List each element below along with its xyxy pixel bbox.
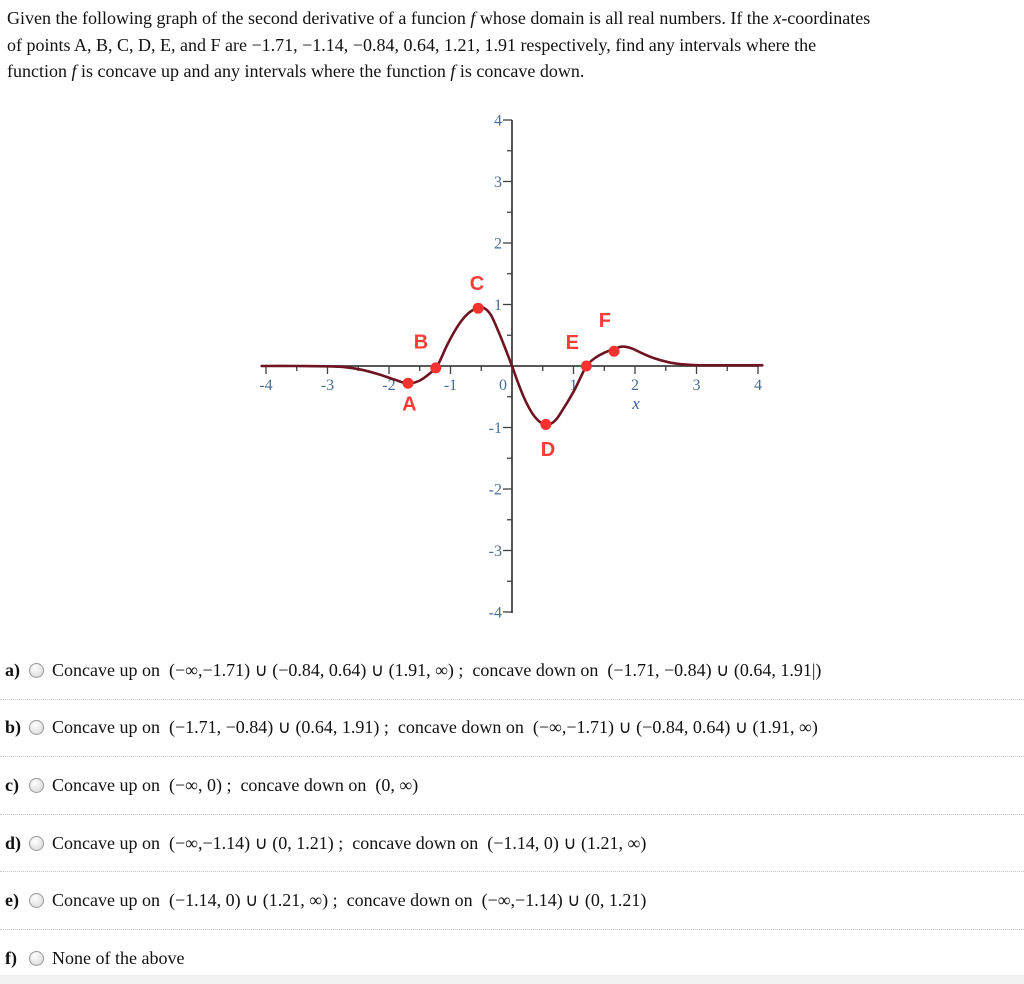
option-letter: c) <box>5 774 19 795</box>
y-tick-label: 4 <box>494 113 502 130</box>
x-tick-label: 4 <box>754 377 762 394</box>
point-dot-C <box>472 302 484 314</box>
option-row-a: a) Concave up on (−∞,−1.71) ∪ (−0.84, 0.6… <box>0 642 1024 700</box>
y-tick-label: -2 <box>489 482 502 499</box>
option-letter: b) <box>5 717 22 738</box>
radio-button-e[interactable] <box>29 893 44 909</box>
point-dot-A <box>402 377 414 389</box>
x-tick-label: 1 <box>570 377 578 394</box>
point-label-C: C <box>470 273 484 295</box>
x-tick-label: 3 <box>693 377 701 394</box>
x-tick-label: -3 <box>321 377 334 394</box>
x-axis-title: x <box>631 394 640 413</box>
point-dot-D <box>540 418 552 430</box>
radio-button-b[interactable] <box>29 720 44 736</box>
option-row-b: b) Concave up on (−1.71, −0.84) ∪ (0.64, … <box>0 699 1024 758</box>
radio-button-f[interactable] <box>29 951 44 967</box>
bottom-strip <box>0 975 1024 984</box>
option-letter: a) <box>5 659 20 680</box>
y-tick-label: 1 <box>494 297 502 314</box>
option-text: Concave up on (−∞,−1.71) ∪ (−0.84, 0.64)… <box>52 659 822 680</box>
problem-statement: Given the following graph of the second … <box>7 5 1024 85</box>
option-text: Concave up on (−1.14, 0) ∪ (1.21, ∞) ; c… <box>52 890 647 911</box>
y-tick-label: 3 <box>494 174 502 191</box>
answer-options: a) Concave up on (−∞,−1.71) ∪ (−0.84, 0.6… <box>0 642 1024 984</box>
y-tick-label: -3 <box>489 543 502 560</box>
option-row-d: d) Concave up on (−∞,−1.14) ∪ (0, 1.21) ;… <box>0 814 1024 873</box>
option-text: None of the above <box>52 948 185 969</box>
x-tick-label: -2 <box>382 377 395 394</box>
radio-button-d[interactable] <box>29 835 44 851</box>
point-label-D: D <box>541 439 555 461</box>
option-text: Concave up on (−∞,−1.14) ∪ (0, 1.21) ; c… <box>52 832 647 853</box>
radio-button-c[interactable] <box>29 777 44 793</box>
point-dot-F <box>608 345 620 357</box>
option-row-e: e) Concave up on (−1.14, 0) ∪ (1.21, ∞) ;… <box>0 872 1024 930</box>
point-label-F: F <box>599 310 611 332</box>
problem-line: of points A, B, C, D, E, and F are −1.71… <box>7 34 817 55</box>
option-text: Concave up on (−1.71, −0.84) ∪ (0.64, 1.… <box>52 717 818 738</box>
point-label-B: B <box>414 331 428 353</box>
x-tick-label: -4 <box>259 377 272 394</box>
option-letter: d) <box>5 832 22 853</box>
option-letter: e) <box>5 890 19 911</box>
x-tick-label: 0 <box>499 377 507 394</box>
problem-line: Given the following graph of the second … <box>7 8 871 28</box>
option-row-f: f) None of the above <box>0 929 1024 984</box>
y-tick-label: 2 <box>494 236 502 253</box>
second-derivative-graph: -4 -3 -2 -1 0 1 2 3 4 4 3 2 1 -1 -2 -3 -4 x A B C D EF <box>259 113 764 622</box>
point-dot-E <box>580 360 592 372</box>
radio-button-a[interactable] <box>29 662 44 678</box>
point-label-E: E <box>566 332 579 354</box>
y-tick-label: -4 <box>489 605 502 622</box>
y-tick-label: -1 <box>489 420 502 437</box>
point-dot-B <box>430 362 442 374</box>
option-letter: f) <box>5 948 17 969</box>
x-tick-label: 2 <box>631 377 639 394</box>
option-row-c: c) Concave up on (−∞, 0) ; concave down o… <box>0 757 1024 815</box>
x-tick-label: -1 <box>444 377 457 394</box>
option-text: Concave up on (−∞, 0) ; concave down on … <box>52 774 419 795</box>
problem-line: function f is concave up and any interva… <box>7 61 585 81</box>
point-label-A: A <box>402 394 416 416</box>
